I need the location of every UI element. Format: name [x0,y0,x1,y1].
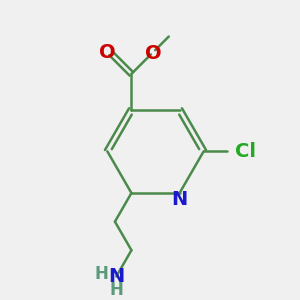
Text: N: N [108,267,124,286]
Text: H: H [94,265,108,283]
Text: O: O [99,43,116,61]
Text: O: O [145,44,162,63]
Text: H: H [110,281,123,299]
Text: Cl: Cl [235,142,256,161]
Text: N: N [172,190,188,208]
